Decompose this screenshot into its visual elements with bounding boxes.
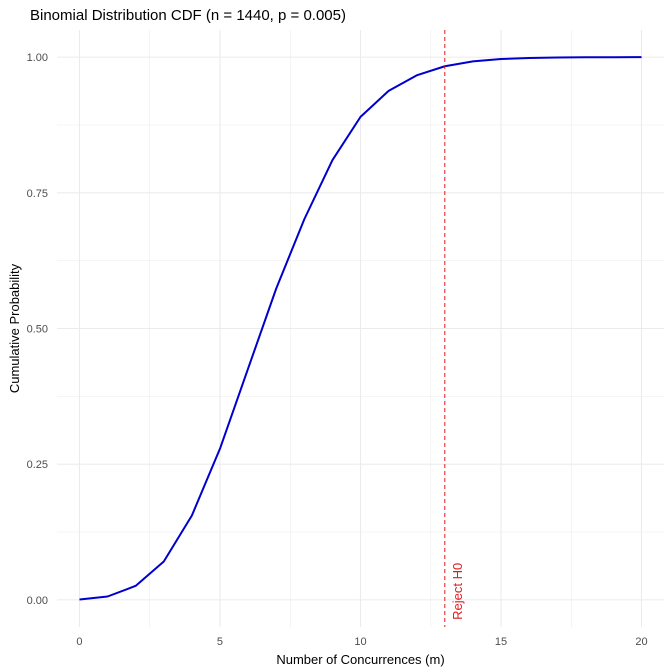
- y-tick-label: 0.25: [27, 459, 48, 471]
- series-layer: [79, 56, 642, 601]
- y-tick-label: 0.00: [27, 595, 48, 607]
- x-tick-label: 10: [354, 636, 366, 648]
- y-axis-title: Cumulative Probability: [7, 263, 22, 393]
- cdf-line: [79, 56, 642, 601]
- x-tick-label: 15: [495, 636, 507, 648]
- x-tick-label: 0: [76, 636, 82, 648]
- x-tick-label: 20: [635, 636, 647, 648]
- y-axis-ticks: 0.00 0.25 0.50 0.75 1.00: [27, 52, 48, 607]
- y-tick-label: 0.50: [27, 324, 48, 336]
- y-tick-label: 0.75: [27, 188, 48, 200]
- grid-major: [57, 30, 664, 627]
- x-tick-label: 5: [217, 636, 223, 648]
- y-tick-label: 1.00: [27, 52, 48, 64]
- threshold-layer: Reject H0: [444, 30, 465, 627]
- x-axis-ticks: 0 5 10 15 20: [76, 636, 647, 648]
- x-axis-title: Number of Concurrences (m): [276, 652, 444, 667]
- reject-h0-label: Reject H0: [450, 563, 465, 620]
- chart-title: Binomial Distribution CDF (n = 1440, p =…: [30, 7, 346, 24]
